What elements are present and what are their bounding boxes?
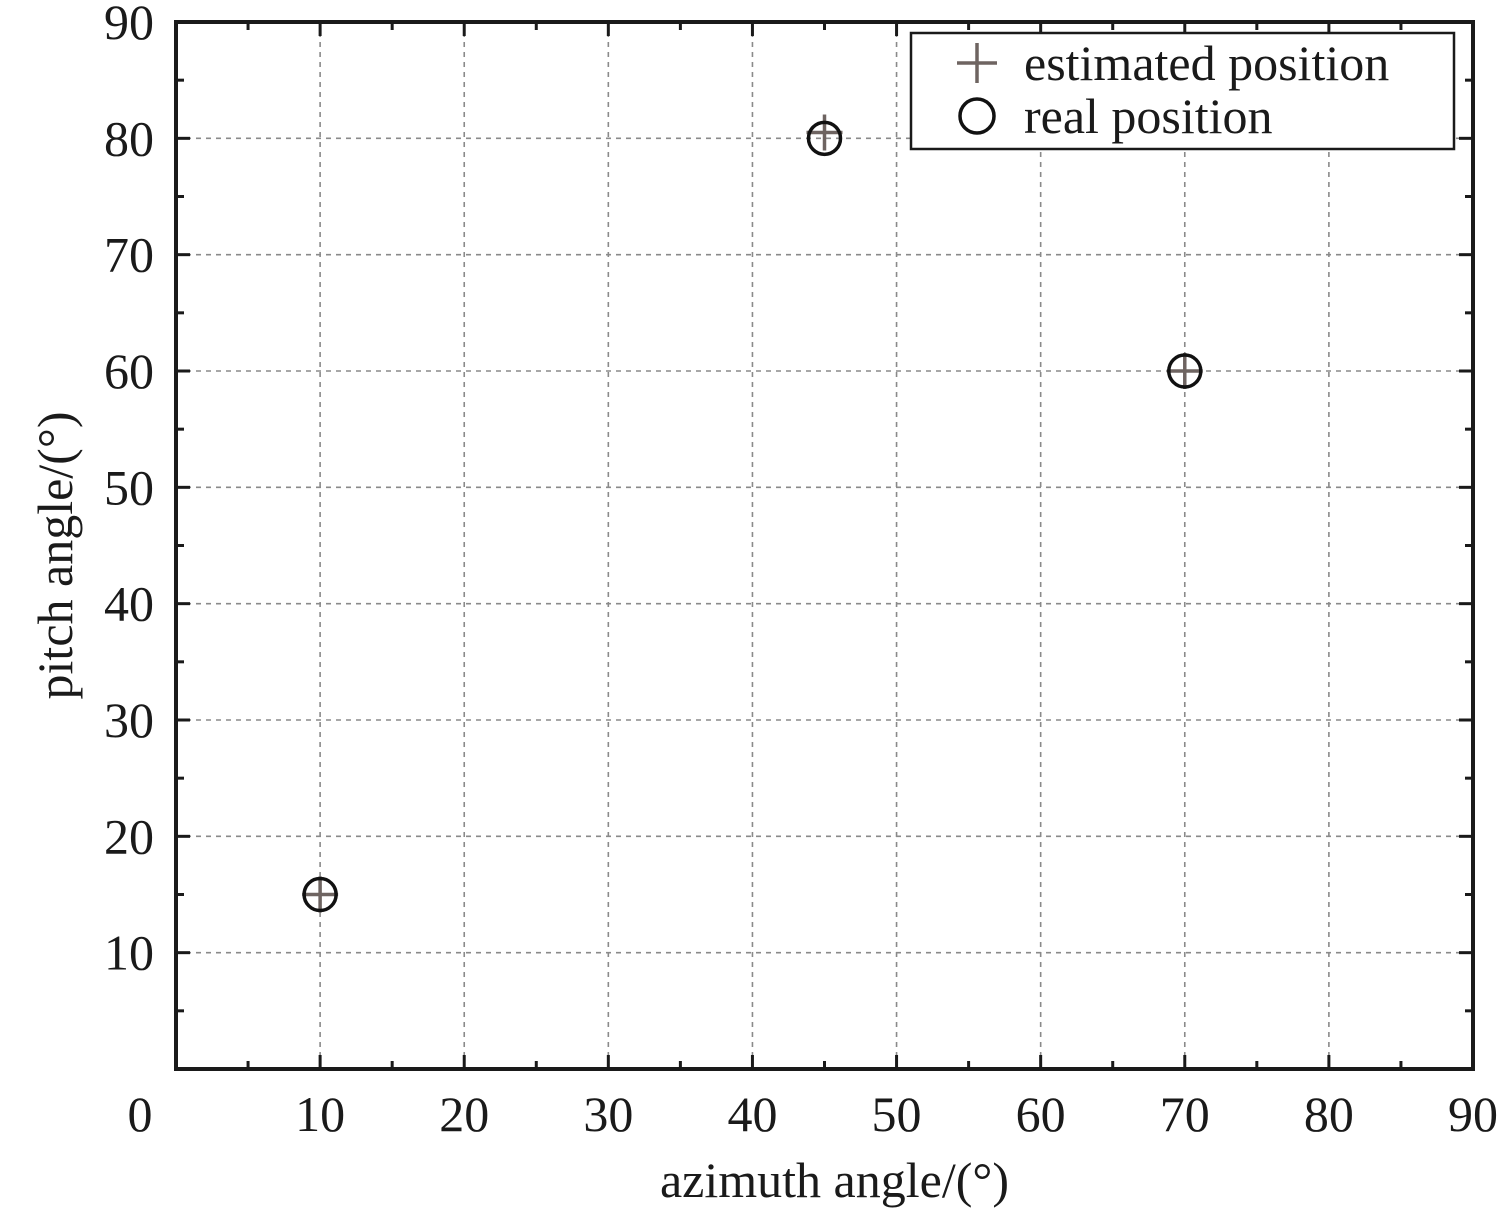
y-tick-labels: 10 20 30 40 50 60 70 80 90 xyxy=(104,0,154,981)
data-points xyxy=(302,114,1203,913)
axis-ticks xyxy=(174,20,1475,1071)
x-tick-label: 70 xyxy=(1160,1086,1210,1142)
legend-box xyxy=(909,31,1456,151)
x-tick-label: 10 xyxy=(295,1086,345,1142)
estimated-position-point xyxy=(302,876,339,913)
y-tick-label: 50 xyxy=(104,459,154,515)
y-tick-label: 70 xyxy=(104,227,154,283)
y-tick-label: 40 xyxy=(104,576,154,632)
x-axis-label: azimuth angle/(°) xyxy=(660,1152,1009,1208)
x-tick-label: 60 xyxy=(1016,1086,1066,1142)
y-tick-label: 10 xyxy=(104,925,154,981)
y-tick-label: 60 xyxy=(104,343,154,399)
real-position-point xyxy=(302,876,338,913)
x-tick-label: 90 xyxy=(1448,1086,1498,1142)
x-tick-label: 0 xyxy=(128,1086,153,1142)
x-tick-label: 80 xyxy=(1304,1086,1354,1142)
real-position-point xyxy=(1167,353,1203,389)
x-tick-label: 30 xyxy=(583,1086,633,1142)
x-tick-labels: 0 10 20 30 40 50 60 70 80 90 xyxy=(128,1086,1499,1142)
plot-frame xyxy=(174,20,1475,1071)
estimated-position-point xyxy=(1166,353,1203,389)
grid xyxy=(176,22,1473,1069)
y-axis-label: pitch angle/(°) xyxy=(27,412,83,700)
x-tick-label: 50 xyxy=(872,1086,922,1142)
estimated-position-point xyxy=(806,114,843,151)
y-tick-label: 90 xyxy=(104,0,154,50)
x-tick-label: 40 xyxy=(727,1086,777,1142)
y-tick-label: 30 xyxy=(104,692,154,748)
legend-label: real position xyxy=(1024,88,1273,144)
x-tick-label: 20 xyxy=(439,1086,489,1142)
y-tick-label: 20 xyxy=(104,808,154,864)
y-tick-label: 80 xyxy=(104,110,154,166)
legend-plus-icon xyxy=(957,43,997,83)
legend-label: estimated position xyxy=(1024,35,1389,91)
legend-circle-icon xyxy=(958,97,996,135)
real-position-point xyxy=(806,120,843,157)
